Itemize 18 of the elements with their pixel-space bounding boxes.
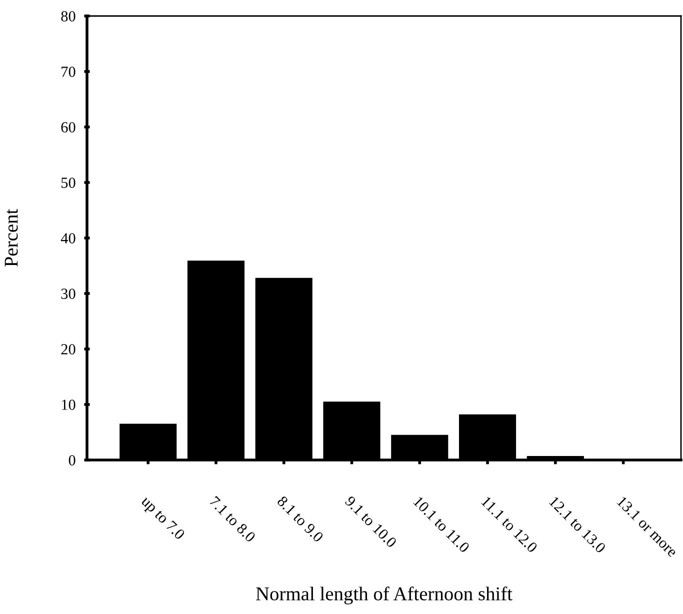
x-axis-title: Normal length of Afternoon shift xyxy=(256,586,512,604)
y-tick-label: 0 xyxy=(68,455,76,466)
y-tick-label: 50 xyxy=(62,178,76,188)
y-axis-title: Percent xyxy=(4,208,18,267)
y-tick-label: 10 xyxy=(62,400,76,410)
x-tick-label: 11.1 to 12.0 xyxy=(480,496,538,554)
x-tick-label: 7.1 to 8.0 xyxy=(209,496,256,543)
y-tick-label: 60 xyxy=(61,122,76,132)
x-tick-label: 10.1 to 11.0 xyxy=(412,496,470,554)
x-tick-label: up to 7.0 xyxy=(138,495,186,542)
x-tick-label: 8.1 to 9.0 xyxy=(276,495,324,543)
y-tick-label: 20 xyxy=(61,344,76,354)
y-tick-label: 70 xyxy=(62,66,76,77)
x-tick-label: 12.1 to 13.0 xyxy=(548,496,606,554)
y-tick-label: 80 xyxy=(61,11,76,22)
y-tick-label: 40 xyxy=(60,233,76,244)
y-tick-label: 30 xyxy=(61,288,76,299)
x-tick-label: 9.1 to 10.0 xyxy=(344,495,398,548)
